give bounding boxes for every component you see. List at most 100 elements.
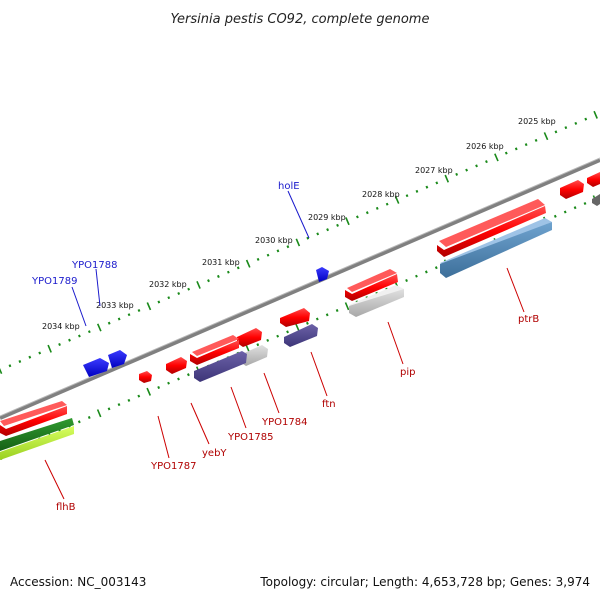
kbp-label-2027: 2027 kbp [415, 166, 453, 175]
outer-minor-tick [485, 160, 488, 164]
gene-edge-gray-right[interactable] [592, 194, 600, 206]
outer-minor-tick [534, 138, 538, 142]
outer-minor-tick [504, 151, 508, 155]
gene-YPO1785-red[interactable] [190, 335, 239, 365]
gene-ftn-red[interactable] [280, 308, 310, 327]
gene-edge-red-right[interactable] [560, 172, 600, 199]
outer-minor-tick [177, 291, 181, 296]
gene-flhB-lime[interactable] [0, 426, 74, 460]
label-flhB[interactable]: flhB [56, 502, 76, 513]
gene-pip-gray[interactable] [349, 285, 404, 317]
outer-minor-tick [87, 330, 91, 334]
kbp-label-2025: 2025 kbp [518, 117, 556, 126]
outer-major-tick [245, 259, 251, 268]
outer-minor-tick [286, 245, 290, 249]
outer-minor-tick [306, 236, 310, 240]
gene-ftn-purple[interactable] [284, 324, 318, 347]
inner-major-tick [344, 302, 350, 311]
outer-major-tick [47, 344, 52, 353]
outer-minor-tick [316, 232, 320, 236]
genome-backbone-highlight [0, 157, 600, 417]
label-YPO1789[interactable]: YPO1789 [31, 276, 77, 287]
outer-minor-tick [216, 274, 220, 278]
inner-minor-tick [137, 394, 141, 398]
outer-major-tick [0, 367, 3, 375]
outer-major-tick [543, 132, 549, 141]
outer-minor-tick [28, 355, 32, 359]
inner-minor-tick [177, 377, 180, 381]
gene-YPO1788[interactable] [108, 350, 127, 368]
outer-minor-tick [574, 121, 578, 125]
gene-YPO1789[interactable] [83, 358, 109, 377]
label-ftn[interactable]: ftn [322, 399, 336, 410]
gene-flhB-green[interactable] [0, 418, 74, 451]
outer-minor-tick [355, 215, 359, 219]
outer-minor-tick [68, 338, 71, 342]
yebY-leader [190, 402, 210, 445]
inner-minor-tick [117, 403, 121, 407]
label-YPO1787[interactable]: YPO1787 [150, 461, 196, 472]
outer-minor-tick [276, 249, 280, 253]
outer-minor-tick [207, 279, 210, 283]
outer-minor-tick [127, 313, 131, 317]
outer-minor-tick [167, 296, 171, 300]
outer-minor-tick [564, 126, 568, 130]
label-ptrB[interactable]: ptrB [518, 314, 539, 325]
YPO1787-leader [157, 415, 170, 459]
inner-minor-tick [266, 338, 270, 342]
outer-minor-tick [38, 351, 42, 355]
flhB-leader [44, 459, 65, 500]
inner-major-tick [295, 323, 300, 332]
label-pip[interactable]: pip [400, 367, 415, 378]
outer-minor-tick [58, 343, 61, 346]
inner-minor-tick [583, 201, 587, 206]
outer-minor-tick [385, 202, 389, 206]
label-YPO1784[interactable]: YPO1784 [261, 417, 307, 428]
outer-minor-tick [18, 360, 22, 363]
kbp-label-2033: 2033 kbp [96, 301, 134, 310]
inner-minor-tick [186, 373, 190, 377]
label-yebY[interactable]: yebY [202, 448, 227, 459]
pip-leader [387, 321, 404, 365]
outer-minor-tick [425, 185, 429, 189]
inner-major-tick [96, 409, 102, 418]
outer-major-tick [494, 153, 499, 162]
genome-backbone [0, 158, 600, 420]
gene-flhB-red[interactable] [0, 401, 67, 436]
accession-text: Accession: NC_003143 [10, 575, 146, 589]
outer-major-tick [196, 280, 201, 289]
YPO1785-leader [230, 386, 247, 429]
gene-yebY-red[interactable] [166, 357, 187, 374]
inner-minor-tick [127, 398, 131, 402]
inner-minor-tick [256, 343, 260, 347]
outer-major-tick [444, 174, 450, 183]
outer-major-tick [96, 323, 102, 332]
gene-YPO1784-red[interactable] [237, 328, 262, 347]
label-YPO1785[interactable]: YPO1785 [227, 432, 273, 443]
kbp-label-2028: 2028 kbp [362, 190, 400, 199]
inner-minor-tick [325, 313, 329, 317]
gene-steel-bar[interactable] [440, 218, 552, 278]
gene-YPO1787-red[interactable] [139, 371, 152, 383]
outer-minor-tick [336, 223, 339, 227]
outer-minor-tick [187, 287, 191, 291]
YPO1789-leader [71, 286, 87, 327]
gene-YPO1785-purple[interactable] [194, 351, 247, 382]
gene-holE[interactable] [316, 267, 329, 282]
outer-major-tick [394, 195, 400, 204]
outer-minor-tick [137, 308, 141, 313]
label-holE[interactable]: holE [278, 181, 300, 192]
inner-minor-tick [167, 381, 170, 385]
gene-ptrB-red[interactable] [437, 199, 546, 257]
inner-minor-tick [563, 210, 567, 214]
gene-pip-red[interactable] [345, 269, 398, 301]
outer-minor-tick [405, 194, 409, 198]
outer-major-tick [345, 217, 350, 226]
kbp-label-2032: 2032 kbp [149, 280, 187, 289]
inner-minor-tick [405, 279, 408, 282]
holE-leader [287, 190, 310, 239]
label-YPO1788[interactable]: YPO1788 [71, 260, 117, 271]
gene-YPO1784-gray[interactable] [240, 345, 268, 366]
inner-minor-tick [424, 270, 428, 274]
